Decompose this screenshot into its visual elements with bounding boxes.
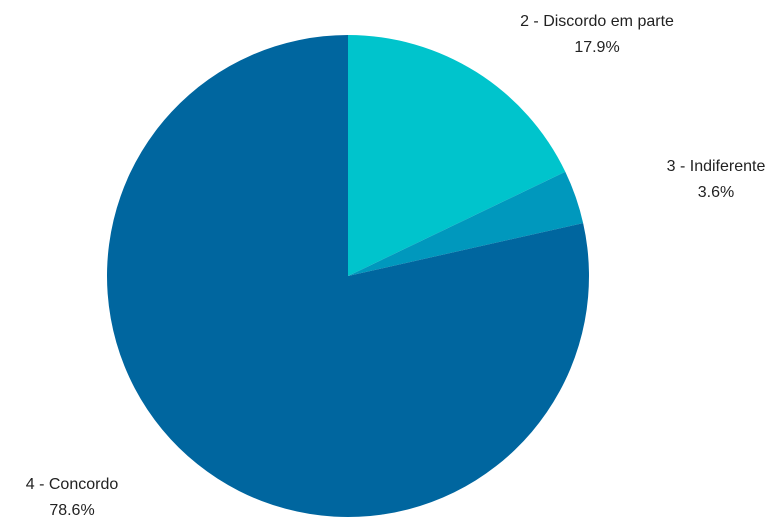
pie-labels: 2 - Discordo em parte 17.9% 3 - Indiferent… <box>26 13 766 519</box>
pie-slice-3 <box>107 35 590 517</box>
pie-slice-2 <box>348 171 584 276</box>
slice-category-label-2: 3 - Indiferente <box>667 158 766 175</box>
slice-category-label-3: 4 - Concordo <box>26 476 119 493</box>
pie-slices <box>107 35 590 517</box>
slice-category-label-1: 2 - Discordo em parte <box>520 13 674 30</box>
slice-value-label-2: 3.6% <box>698 184 734 201</box>
pie-slice-1 <box>348 35 566 276</box>
slice-value-label-3: 78.6% <box>49 502 94 519</box>
slice-value-label-1: 17.9% <box>574 39 619 56</box>
